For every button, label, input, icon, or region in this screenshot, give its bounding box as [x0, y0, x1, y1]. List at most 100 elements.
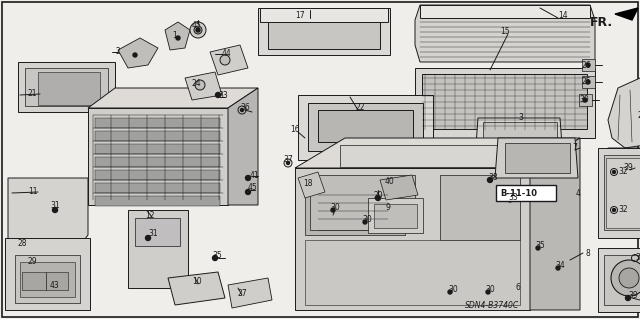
- Text: 30: 30: [448, 286, 458, 294]
- Text: 32: 32: [635, 254, 640, 263]
- Text: 37: 37: [283, 155, 292, 165]
- Circle shape: [486, 290, 490, 294]
- Bar: [298, 95, 433, 160]
- Text: 36: 36: [240, 103, 250, 113]
- Bar: [95, 131, 220, 141]
- Text: 9: 9: [385, 204, 390, 212]
- Text: 33: 33: [218, 92, 228, 100]
- Text: 35: 35: [535, 241, 545, 249]
- Circle shape: [583, 98, 587, 102]
- Bar: [20, 262, 75, 297]
- Polygon shape: [605, 148, 640, 162]
- Text: 1: 1: [172, 32, 177, 41]
- Polygon shape: [582, 59, 595, 71]
- Bar: [340, 145, 520, 167]
- Circle shape: [190, 22, 206, 38]
- Bar: [268, 14, 380, 49]
- Circle shape: [488, 177, 493, 182]
- Text: 45: 45: [192, 21, 202, 31]
- Polygon shape: [165, 22, 190, 50]
- Text: B-11-10: B-11-10: [500, 189, 537, 197]
- Text: 33: 33: [508, 194, 518, 203]
- Circle shape: [133, 53, 137, 57]
- Polygon shape: [18, 62, 115, 112]
- Polygon shape: [598, 248, 640, 312]
- Text: 7: 7: [572, 144, 577, 152]
- Text: 2: 2: [115, 48, 120, 56]
- Bar: [305, 240, 520, 305]
- Text: 17: 17: [295, 11, 305, 20]
- Polygon shape: [495, 138, 578, 178]
- Bar: [505, 143, 570, 173]
- Text: 30: 30: [330, 204, 340, 212]
- Bar: [95, 118, 220, 128]
- Polygon shape: [606, 158, 640, 228]
- Polygon shape: [88, 108, 228, 205]
- Polygon shape: [380, 175, 418, 200]
- Text: 21: 21: [28, 88, 38, 98]
- Bar: [305, 180, 405, 235]
- Circle shape: [612, 170, 616, 174]
- Text: 11: 11: [28, 188, 38, 197]
- Text: FR.: FR.: [590, 16, 613, 28]
- Text: 4: 4: [576, 189, 581, 197]
- Bar: [46, 272, 68, 290]
- Bar: [95, 170, 220, 180]
- Bar: [348, 149, 356, 155]
- Bar: [22, 272, 46, 290]
- Polygon shape: [5, 238, 90, 310]
- Polygon shape: [579, 94, 592, 106]
- Bar: [318, 192, 392, 230]
- Circle shape: [194, 26, 202, 34]
- Circle shape: [586, 80, 590, 84]
- Bar: [95, 144, 220, 154]
- Text: SDN4-B3740C: SDN4-B3740C: [465, 300, 519, 309]
- Polygon shape: [608, 78, 640, 148]
- Text: 30: 30: [485, 286, 495, 294]
- Text: 30: 30: [579, 95, 589, 105]
- Circle shape: [220, 55, 230, 65]
- Text: 31: 31: [50, 201, 60, 210]
- Text: 44: 44: [222, 48, 232, 57]
- Bar: [25, 68, 108, 106]
- Text: 32: 32: [618, 167, 628, 176]
- Bar: [338, 145, 346, 151]
- Text: 39: 39: [623, 164, 633, 173]
- Polygon shape: [8, 178, 88, 265]
- Circle shape: [287, 161, 289, 165]
- Text: 8: 8: [585, 249, 589, 257]
- Circle shape: [52, 207, 58, 212]
- Text: 43: 43: [50, 280, 60, 290]
- Text: 16: 16: [290, 125, 300, 135]
- Polygon shape: [168, 272, 225, 305]
- Polygon shape: [615, 8, 638, 20]
- Text: 35: 35: [212, 251, 221, 261]
- Text: 18: 18: [303, 179, 312, 188]
- Polygon shape: [88, 88, 258, 108]
- Circle shape: [625, 295, 630, 300]
- Bar: [374, 204, 417, 228]
- Polygon shape: [298, 172, 325, 198]
- Polygon shape: [258, 8, 390, 55]
- Text: 24: 24: [192, 78, 202, 87]
- Text: 40: 40: [385, 177, 395, 187]
- Text: 25: 25: [582, 78, 591, 86]
- Polygon shape: [598, 148, 640, 238]
- Polygon shape: [582, 76, 595, 88]
- Bar: [95, 196, 220, 206]
- Polygon shape: [228, 88, 258, 205]
- Polygon shape: [476, 118, 562, 165]
- Polygon shape: [310, 175, 415, 230]
- Polygon shape: [295, 138, 580, 168]
- Circle shape: [612, 209, 616, 211]
- Text: 28: 28: [18, 239, 28, 248]
- Bar: [358, 145, 366, 151]
- Text: 34: 34: [555, 262, 564, 271]
- Polygon shape: [420, 5, 590, 18]
- Text: 15: 15: [500, 27, 509, 36]
- Text: 3: 3: [518, 114, 523, 122]
- Text: 31: 31: [148, 228, 157, 238]
- Text: 29: 29: [28, 257, 38, 266]
- Bar: [348, 139, 356, 145]
- Circle shape: [508, 198, 512, 202]
